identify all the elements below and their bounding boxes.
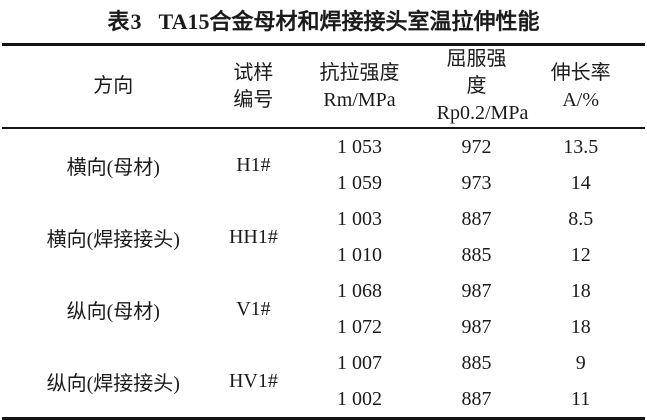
tensile-cell: 1 053: [337, 135, 382, 158]
yield-cell: 885: [461, 351, 492, 374]
elongation-cell: 8.5: [568, 207, 594, 230]
elongation-cell: 13.5: [563, 135, 599, 158]
sample-cell: H1#: [236, 153, 271, 176]
tensile-cell: 1 002: [337, 387, 382, 410]
header-line: 试样: [233, 61, 274, 84]
tensile-cell: 1 059: [337, 171, 382, 194]
table-row: 1 072 987 18: [2, 309, 645, 345]
elongation-cell: 18: [570, 279, 591, 302]
col-header-sample-id: 试样 编号: [224, 44, 283, 129]
direction-cell: 横向(焊接接头): [46, 228, 180, 251]
header-line: 抗拉强度: [319, 61, 400, 84]
col-header-elongation: 伸长率 A/%: [516, 44, 645, 129]
yield-cell: 887: [461, 387, 492, 410]
elongation-cell: 14: [570, 171, 591, 194]
header-line: 伸长率: [550, 61, 611, 84]
table-number: 表3: [107, 9, 143, 34]
table-row: 1 010 885 12: [2, 237, 645, 273]
header-line: 编号: [233, 88, 274, 111]
tensile-cell: 1 072: [337, 315, 382, 338]
col-header-yield-strength: 屈服强度 Rp0.2/MPa: [436, 44, 529, 129]
yield-cell: 987: [461, 279, 492, 302]
data-table: 方向 试样 编号 抗拉强度 Rm/MPa 屈服强度 Rp0.2/MPa 伸长率 …: [2, 43, 645, 420]
tensile-cell: 1 010: [337, 243, 382, 266]
sample-cell: HH1#: [228, 225, 278, 248]
yield-cell: 987: [461, 315, 492, 338]
tensile-cell: 1 003: [337, 207, 382, 230]
direction-cell: 纵向(焊接接头): [46, 372, 180, 395]
elongation-cell: 18: [570, 315, 591, 338]
elongation-cell: 9: [575, 351, 586, 374]
header-line: Rp0.2/MPa: [436, 102, 529, 124]
table-row: 纵向(母材) V1# 1 068 987 18: [2, 273, 645, 323]
elongation-cell: 11: [571, 387, 591, 410]
sample-cell: HV1#: [228, 369, 278, 392]
tensile-cell: 1 007: [337, 351, 382, 374]
header-line: 屈服强度: [446, 48, 507, 97]
table-title: 表3 TA15合金母材和焊接接头室温拉伸性能: [2, 0, 645, 43]
table-row: 纵向(焊接接头) HV1# 1 007 885 9: [2, 345, 645, 395]
col-header-direction: 方向: [2, 44, 225, 129]
col-header-tensile-strength: 抗拉强度 Rm/MPa: [282, 44, 437, 129]
direction-cell: 横向(母材): [66, 156, 160, 179]
header-line: 方向: [93, 75, 134, 97]
table-row: 1 002 887 11: [2, 381, 645, 419]
table-row: 横向(母材) H1# 1 053 972 13.5: [2, 128, 645, 179]
header-line: Rm/MPa: [323, 88, 396, 111]
table-caption: TA15合金母材和焊接接头室温拉伸性能: [158, 9, 540, 34]
direction-cell: 纵向(母材): [66, 300, 160, 323]
yield-cell: 885: [461, 243, 492, 266]
table-row: 1 059 973 14: [2, 165, 645, 201]
yield-cell: 972: [461, 135, 492, 158]
header-row: 方向 试样 编号 抗拉强度 Rm/MPa 屈服强度 Rp0.2/MPa 伸长率 …: [2, 44, 645, 129]
header-line: A/%: [562, 88, 600, 111]
table-row: 横向(焊接接头) HH1# 1 003 887 8.5: [2, 201, 645, 251]
elongation-cell: 12: [570, 243, 591, 266]
tensile-cell: 1 068: [337, 279, 382, 302]
sample-cell: V1#: [236, 297, 271, 320]
yield-cell: 973: [461, 171, 492, 194]
yield-cell: 887: [461, 207, 492, 230]
